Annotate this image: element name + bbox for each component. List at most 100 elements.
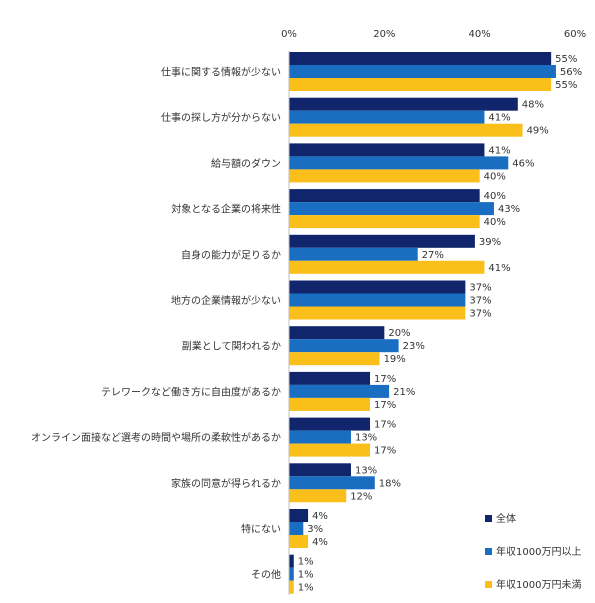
data-label: 48%	[522, 100, 544, 111]
x-tick-label: 40%	[469, 29, 491, 40]
bar	[289, 430, 351, 444]
data-label: 17%	[374, 446, 396, 457]
bar	[289, 215, 480, 229]
legend-swatch	[485, 581, 492, 588]
value-labels: 55%56%55%48%41%49%41%46%40%40%43%40%39%2…	[298, 54, 582, 594]
bar	[289, 509, 309, 522]
data-label: 1%	[298, 557, 314, 568]
data-label: 20%	[388, 328, 410, 339]
data-label: 41%	[488, 145, 510, 156]
bar	[289, 202, 494, 216]
bar	[289, 189, 480, 203]
data-label: 17%	[374, 420, 396, 431]
bar	[289, 384, 390, 398]
data-label: 46%	[512, 158, 534, 169]
bar	[289, 580, 294, 594]
data-label: 41%	[488, 263, 510, 274]
category-label: 仕事の探し方が分からない	[161, 111, 281, 124]
bar	[289, 143, 485, 157]
x-tick-label: 20%	[373, 29, 395, 40]
data-label: 21%	[393, 387, 415, 398]
bar	[289, 397, 371, 411]
category-label: 地方の企業情報が少ない	[171, 294, 281, 307]
bar	[289, 443, 371, 457]
bar	[289, 339, 399, 353]
bar	[289, 293, 466, 307]
data-label: 55%	[555, 54, 577, 65]
category-label: 対象となる企業の将来性	[171, 203, 281, 216]
bar	[289, 247, 418, 261]
category-label: その他	[251, 568, 281, 581]
legend-swatch	[485, 515, 492, 522]
bar	[289, 476, 375, 490]
category-labels: 仕事に関する情報が少ない仕事の探し方が分からない給与額のダウン対象となる企業の将…	[31, 66, 281, 582]
data-label: 41%	[488, 113, 510, 124]
data-label: 17%	[374, 400, 396, 411]
data-label: 37%	[469, 296, 491, 307]
x-tick-label: 60%	[564, 29, 586, 40]
bar	[289, 489, 347, 503]
bar	[289, 522, 304, 535]
data-label: 19%	[384, 354, 406, 365]
category-label: 副業として関われるか	[182, 340, 281, 353]
data-label: 13%	[355, 433, 377, 444]
data-label: 18%	[379, 478, 401, 489]
bar	[289, 535, 309, 548]
data-label: 55%	[555, 80, 577, 91]
data-label: 43%	[498, 204, 520, 215]
data-label: 39%	[479, 237, 501, 248]
category-label: 自身の能力が足りるか	[181, 248, 281, 261]
data-label: 13%	[355, 465, 377, 476]
bar	[289, 280, 466, 294]
category-label: オンライン面接など選考の時間や場所の柔軟性があるか	[31, 431, 281, 444]
bar	[289, 110, 485, 124]
data-label: 12%	[350, 491, 372, 502]
data-label: 40%	[484, 217, 506, 228]
data-label: 49%	[527, 126, 549, 137]
data-label: 27%	[422, 250, 444, 261]
bar	[289, 463, 351, 477]
bar	[289, 234, 475, 248]
category-label: 仕事に関する情報が少ない	[161, 66, 281, 79]
category-label: 特にない	[241, 524, 281, 536]
data-label: 23%	[403, 341, 425, 352]
bar	[289, 156, 509, 170]
data-label: 3%	[307, 524, 323, 535]
category-label: 家族の同意が得られるか	[171, 477, 281, 490]
category-label: テレワークなど働き方に自由度があるか	[101, 385, 281, 398]
bar	[289, 554, 294, 568]
legend-label: 年収1000万円以上	[496, 545, 581, 558]
legend-label: 全体	[496, 512, 516, 525]
data-label: 1%	[298, 583, 314, 594]
data-label: 17%	[374, 374, 396, 385]
legend-swatch	[485, 548, 492, 555]
data-label: 37%	[469, 283, 491, 294]
data-label: 4%	[312, 537, 328, 548]
bar	[289, 52, 552, 65]
bar	[289, 78, 552, 91]
bar	[289, 123, 523, 137]
x-tick-label: 0%	[281, 29, 297, 40]
bar	[289, 326, 385, 340]
bar	[289, 567, 294, 581]
bars	[289, 52, 556, 594]
legend-label: 年収1000万円未満	[496, 578, 581, 591]
x-axis-ticks: 0% 20% 40% 60%	[281, 29, 586, 40]
bar	[289, 306, 466, 320]
data-label: 40%	[484, 191, 506, 202]
data-label: 56%	[560, 67, 582, 78]
data-label: 37%	[469, 309, 491, 320]
data-label: 40%	[484, 171, 506, 182]
bar	[289, 371, 371, 385]
bar	[289, 352, 380, 366]
data-label: 1%	[298, 570, 314, 581]
category-label: 給与額のダウン	[211, 157, 281, 170]
data-label: 4%	[312, 511, 328, 522]
bar	[289, 169, 480, 183]
bar	[289, 260, 485, 274]
bar	[289, 97, 518, 111]
bar	[289, 417, 371, 431]
bar	[289, 65, 556, 78]
